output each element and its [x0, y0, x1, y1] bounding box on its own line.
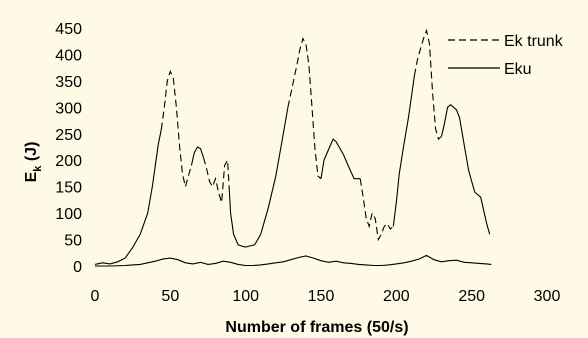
series-line-ek-trunk-segment	[320, 138, 361, 180]
y-tick-label: 100	[55, 206, 82, 223]
x-tick-label: 250	[458, 288, 485, 305]
series-line-ek-trunk-segment	[359, 178, 394, 242]
y-axis: 0 50 100 150 200 250 300 350 400 450	[55, 21, 82, 276]
y-axis-title: Ek (J)	[23, 142, 44, 183]
y-tick-label: 350	[55, 74, 82, 91]
legend: Ek trunk Eku	[448, 33, 564, 78]
y-tick-label: 400	[55, 47, 82, 64]
y-tick-label: 150	[55, 180, 82, 197]
y-axis-title-subscript: k	[32, 165, 44, 172]
series-line-eku	[95, 254, 492, 267]
series-line-ek-trunk-segment	[228, 107, 289, 248]
series-line-ek-trunk-segment	[287, 37, 322, 180]
plot-area	[94, 28, 492, 267]
y-axis-title-unit: (J)	[23, 142, 40, 166]
series-line-ek-trunk-segment	[440, 103, 491, 235]
x-tick-label: 50	[161, 288, 179, 305]
y-tick-label: 250	[55, 127, 82, 144]
x-tick-label: 150	[308, 288, 335, 305]
x-tick-label: 100	[232, 288, 259, 305]
series-line-ek-trunk-segment	[160, 69, 192, 187]
series-line-ek-trunk-segment	[392, 75, 415, 227]
legend-label-ek-trunk: Ek trunk	[504, 33, 564, 50]
series-line-ek-trunk-segment	[94, 129, 162, 265]
x-tick-label: 200	[383, 288, 410, 305]
y-tick-label: 300	[55, 100, 82, 117]
series-line-ek-trunk-segment	[413, 28, 442, 141]
y-tick-label: 450	[55, 21, 82, 38]
series-line-ek-trunk-segment	[202, 157, 230, 203]
y-tick-label: 50	[64, 233, 82, 250]
y-axis-title-main: E	[23, 171, 40, 182]
legend-label-eku: Eku	[504, 61, 532, 78]
y-tick-label: 200	[55, 153, 82, 170]
x-axis: 0 50 100 150 200 250 300	[91, 288, 561, 305]
y-tick-label: 0	[73, 259, 82, 276]
x-tick-label: 0	[91, 288, 100, 305]
x-tick-label: 300	[534, 288, 561, 305]
x-axis-title: Number of frames (50/s)	[225, 319, 408, 336]
series-line-ek-trunk-segment	[190, 146, 205, 166]
